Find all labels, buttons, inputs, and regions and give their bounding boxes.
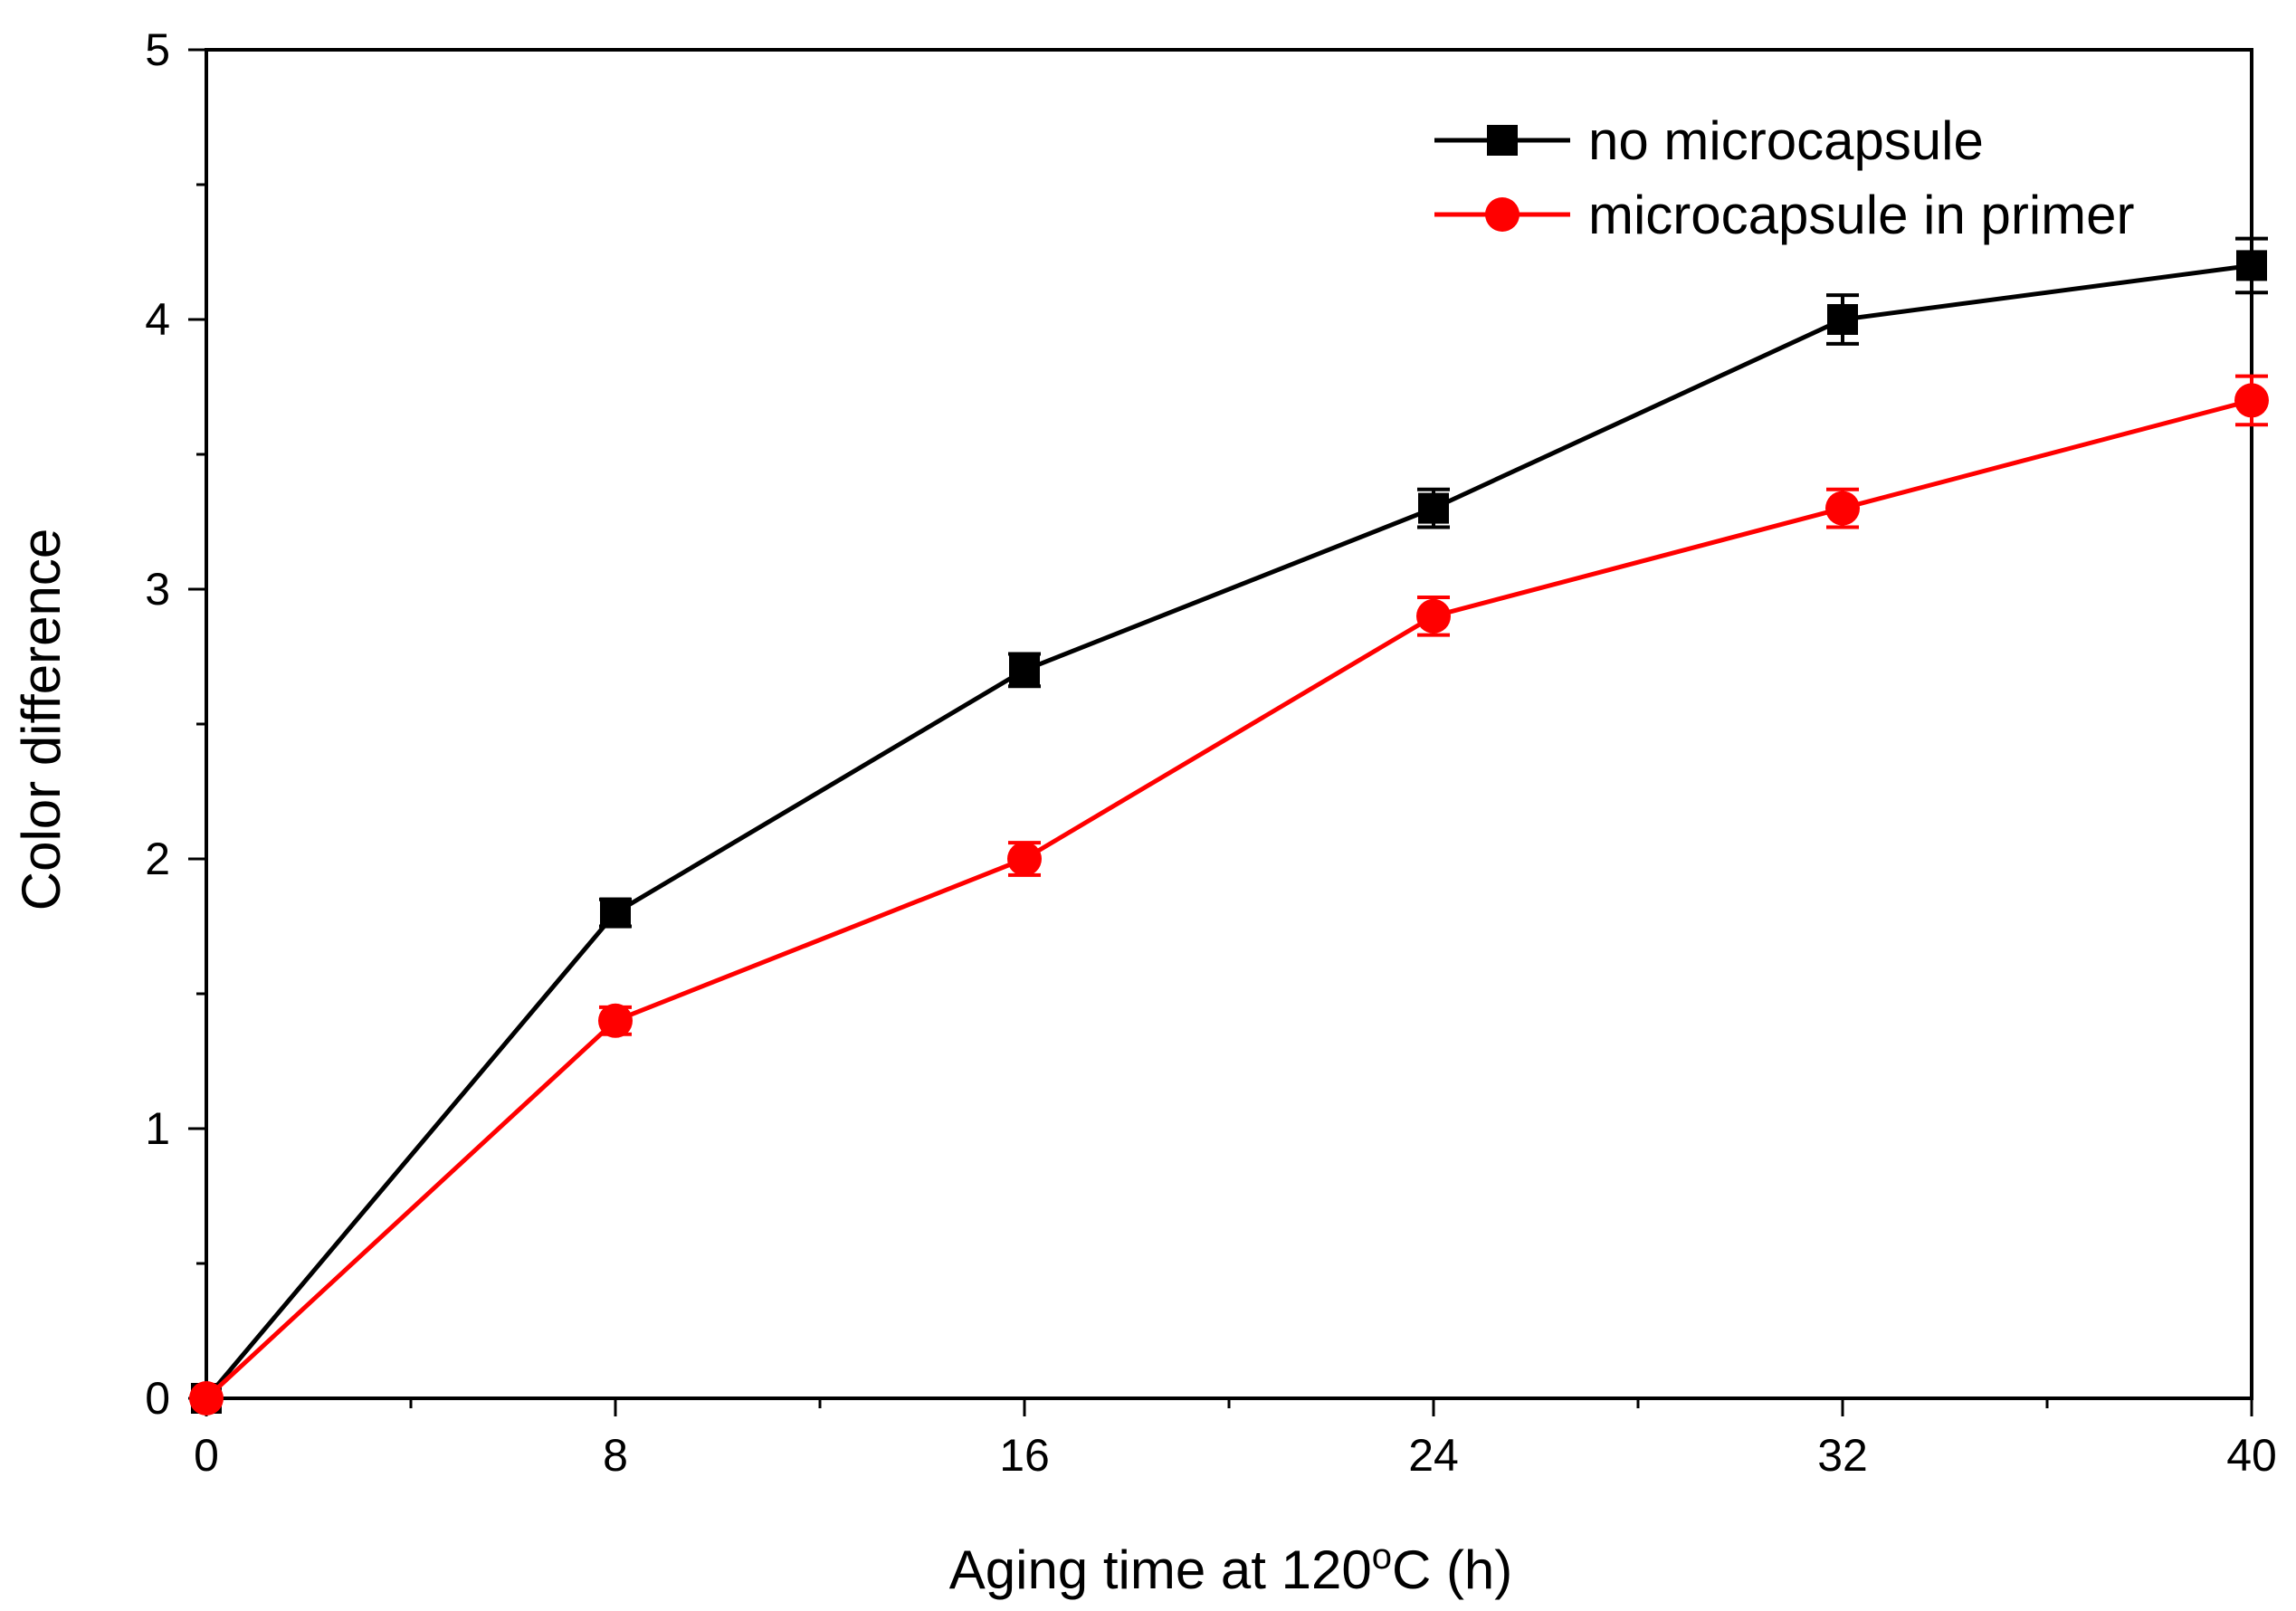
- x-axis-title: Aging time at 120oC (h): [949, 1537, 1513, 1600]
- x-axis-title-main: Aging time at 120: [949, 1540, 1372, 1600]
- y-tick-label: 1: [145, 1103, 170, 1154]
- x-tick-label: 0: [194, 1430, 219, 1481]
- x-axis-title-superscript: o: [1372, 1537, 1392, 1577]
- y-axis-title: Color difference: [11, 529, 71, 910]
- data-point: [1007, 842, 1042, 876]
- series-line: [205, 397, 2253, 1400]
- legend-marker: [1485, 197, 1520, 232]
- data-point: [2236, 250, 2267, 281]
- data-point: [1416, 598, 1451, 634]
- plot-area: [205, 48, 2253, 1400]
- y-tick-label: 5: [145, 24, 170, 75]
- series-layer: [189, 236, 2269, 1416]
- x-tick-label: 40: [2226, 1430, 2277, 1481]
- data-point: [189, 1381, 224, 1416]
- x-tick-label: 8: [603, 1430, 628, 1481]
- x-axis: 0 8 16 24 32 40: [194, 1398, 2277, 1481]
- x-tick-label: 32: [1817, 1430, 1868, 1481]
- x-tick-label: 16: [999, 1430, 1050, 1481]
- data-point: [2234, 383, 2269, 418]
- y-axis: 0 1 2 3 4 5: [145, 24, 206, 1424]
- y-tick-label: 2: [145, 834, 170, 884]
- y-tick-label: 3: [145, 564, 170, 615]
- legend-label: no microcapsule: [1588, 110, 1984, 171]
- data-point: [598, 1003, 633, 1038]
- x-tick-label: 24: [1408, 1430, 1459, 1481]
- series-2: [189, 374, 2269, 1416]
- y-tick-label: 4: [145, 294, 170, 345]
- data-point: [1418, 492, 1449, 524]
- legend-marker: [1487, 125, 1518, 156]
- data-point: [1009, 654, 1040, 686]
- data-point: [600, 897, 631, 929]
- series-1: [191, 236, 2268, 1414]
- y-tick-label: 0: [145, 1373, 170, 1424]
- series-line: [205, 262, 2253, 1400]
- data-point: [1827, 304, 1858, 335]
- plot-frame: [205, 48, 2253, 1400]
- legend-label: microcapsule in primer: [1588, 185, 2135, 245]
- x-axis-title-unit: C (h): [1392, 1540, 1512, 1600]
- legend: no microcapsule microcapsule in primer: [1434, 110, 2135, 245]
- data-point: [1825, 491, 1860, 526]
